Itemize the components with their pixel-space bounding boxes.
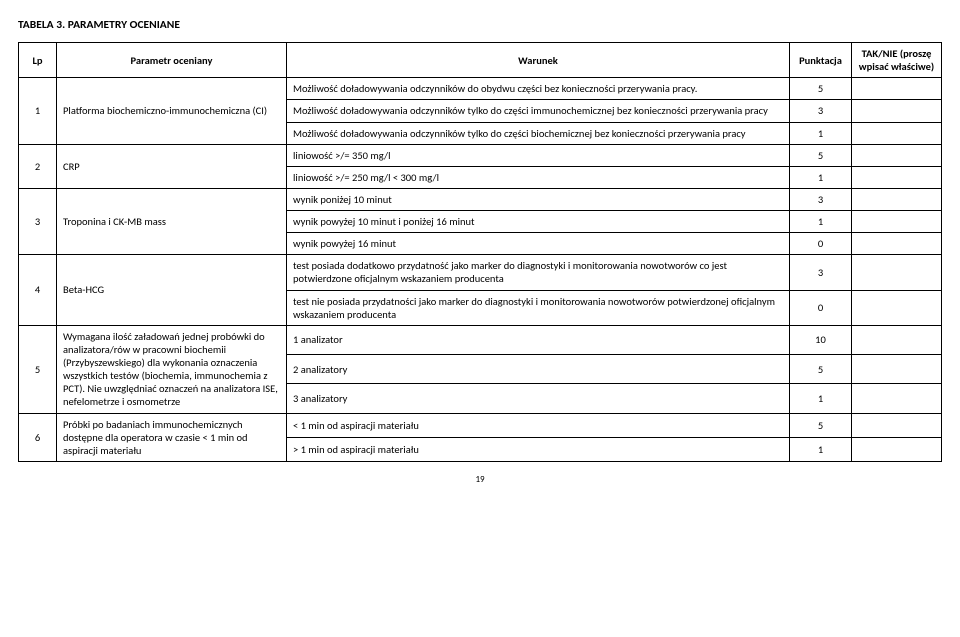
- table-header-row: Lp Parametr oceniany Warunek Punktacja T…: [19, 43, 942, 78]
- cell-punktacja: 1: [790, 384, 852, 413]
- cell-warunek: test posiada dodatkowo przydatność jako …: [287, 255, 790, 290]
- cell-taknie: [852, 211, 942, 233]
- header-lp: Lp: [19, 43, 57, 78]
- cell-warunek: liniowość >/= 250 mg/l < 300 mg/l: [287, 166, 790, 188]
- table-row: 3Troponina i CK-MB masswynik poniżej 10 …: [19, 188, 942, 210]
- cell-punktacja: 3: [790, 188, 852, 210]
- cell-punktacja: 5: [790, 144, 852, 166]
- cell-parameter: CRP: [57, 144, 287, 188]
- cell-punktacja: 1: [790, 437, 852, 461]
- cell-warunek: 1 analizator: [287, 325, 790, 354]
- cell-punktacja: 5: [790, 355, 852, 384]
- cell-warunek: 3 analizatory: [287, 384, 790, 413]
- cell-warunek: 2 analizatory: [287, 355, 790, 384]
- cell-parameter: Beta-HCG: [57, 255, 287, 326]
- cell-warunek: Możliwość doładowywania odczynników tylk…: [287, 122, 790, 144]
- cell-warunek: Możliwość doładowywania odczynników do o…: [287, 78, 790, 100]
- cell-punktacja: 1: [790, 211, 852, 233]
- cell-warunek: wynik powyżej 16 minut: [287, 233, 790, 255]
- cell-lp: 3: [19, 188, 57, 254]
- cell-taknie: [852, 437, 942, 461]
- table-row: 1Platforma biochemiczno-immunochemiczna …: [19, 78, 942, 100]
- cell-warunek: test nie posiada przydatności jako marke…: [287, 290, 790, 325]
- cell-punktacja: 5: [790, 78, 852, 100]
- cell-taknie: [852, 144, 942, 166]
- cell-punktacja: 10: [790, 325, 852, 354]
- cell-taknie: [852, 355, 942, 384]
- header-punkt: Punktacja: [790, 43, 852, 78]
- cell-parameter: Próbki po badaniach immunochemicznych do…: [57, 413, 287, 461]
- cell-punktacja: 0: [790, 290, 852, 325]
- cell-punktacja: 3: [790, 255, 852, 290]
- cell-taknie: [852, 325, 942, 354]
- cell-warunek: wynik powyżej 10 minut i poniżej 16 minu…: [287, 211, 790, 233]
- table-row: 5Wymagana ilość załadowań jednej probówk…: [19, 325, 942, 354]
- cell-lp: 6: [19, 413, 57, 461]
- cell-punktacja: 1: [790, 166, 852, 188]
- cell-parameter: Wymagana ilość załadowań jednej probówki…: [57, 325, 287, 413]
- table-title: TABELA 3. PARAMETRY OCENIANE: [18, 18, 942, 32]
- cell-taknie: [852, 78, 942, 100]
- cell-taknie: [852, 413, 942, 437]
- cell-lp: 5: [19, 325, 57, 413]
- cell-taknie: [852, 122, 942, 144]
- cell-lp: 2: [19, 144, 57, 188]
- cell-taknie: [852, 188, 942, 210]
- cell-lp: 1: [19, 78, 57, 144]
- header-param: Parametr oceniany: [57, 43, 287, 78]
- table-row: 2CRPliniowość >/= 350 mg/l5: [19, 144, 942, 166]
- cell-taknie: [852, 233, 942, 255]
- cell-warunek: < 1 min od aspiracji materiału: [287, 413, 790, 437]
- cell-taknie: [852, 100, 942, 122]
- header-warunek: Warunek: [287, 43, 790, 78]
- cell-punktacja: 1: [790, 122, 852, 144]
- cell-parameter: Troponina i CK-MB mass: [57, 188, 287, 254]
- cell-warunek: liniowość >/= 350 mg/l: [287, 144, 790, 166]
- header-taknie: TAK/NIE (proszę wpisać właściwe): [852, 43, 942, 78]
- cell-taknie: [852, 290, 942, 325]
- cell-taknie: [852, 166, 942, 188]
- cell-punktacja: 3: [790, 100, 852, 122]
- cell-taknie: [852, 384, 942, 413]
- table-row: 4Beta-HCGtest posiada dodatkowo przydatn…: [19, 255, 942, 290]
- cell-punktacja: 0: [790, 233, 852, 255]
- cell-taknie: [852, 255, 942, 290]
- cell-warunek: Możliwość doładowywania odczynników tylk…: [287, 100, 790, 122]
- cell-warunek: > 1 min od aspiracji materiału: [287, 437, 790, 461]
- page-number: 19: [18, 474, 942, 485]
- cell-lp: 4: [19, 255, 57, 326]
- table-row: 6Próbki po badaniach immunochemicznych d…: [19, 413, 942, 437]
- cell-parameter: Platforma biochemiczno-immunochemiczna (…: [57, 78, 287, 144]
- cell-punktacja: 5: [790, 413, 852, 437]
- cell-warunek: wynik poniżej 10 minut: [287, 188, 790, 210]
- parameters-table: Lp Parametr oceniany Warunek Punktacja T…: [18, 42, 942, 462]
